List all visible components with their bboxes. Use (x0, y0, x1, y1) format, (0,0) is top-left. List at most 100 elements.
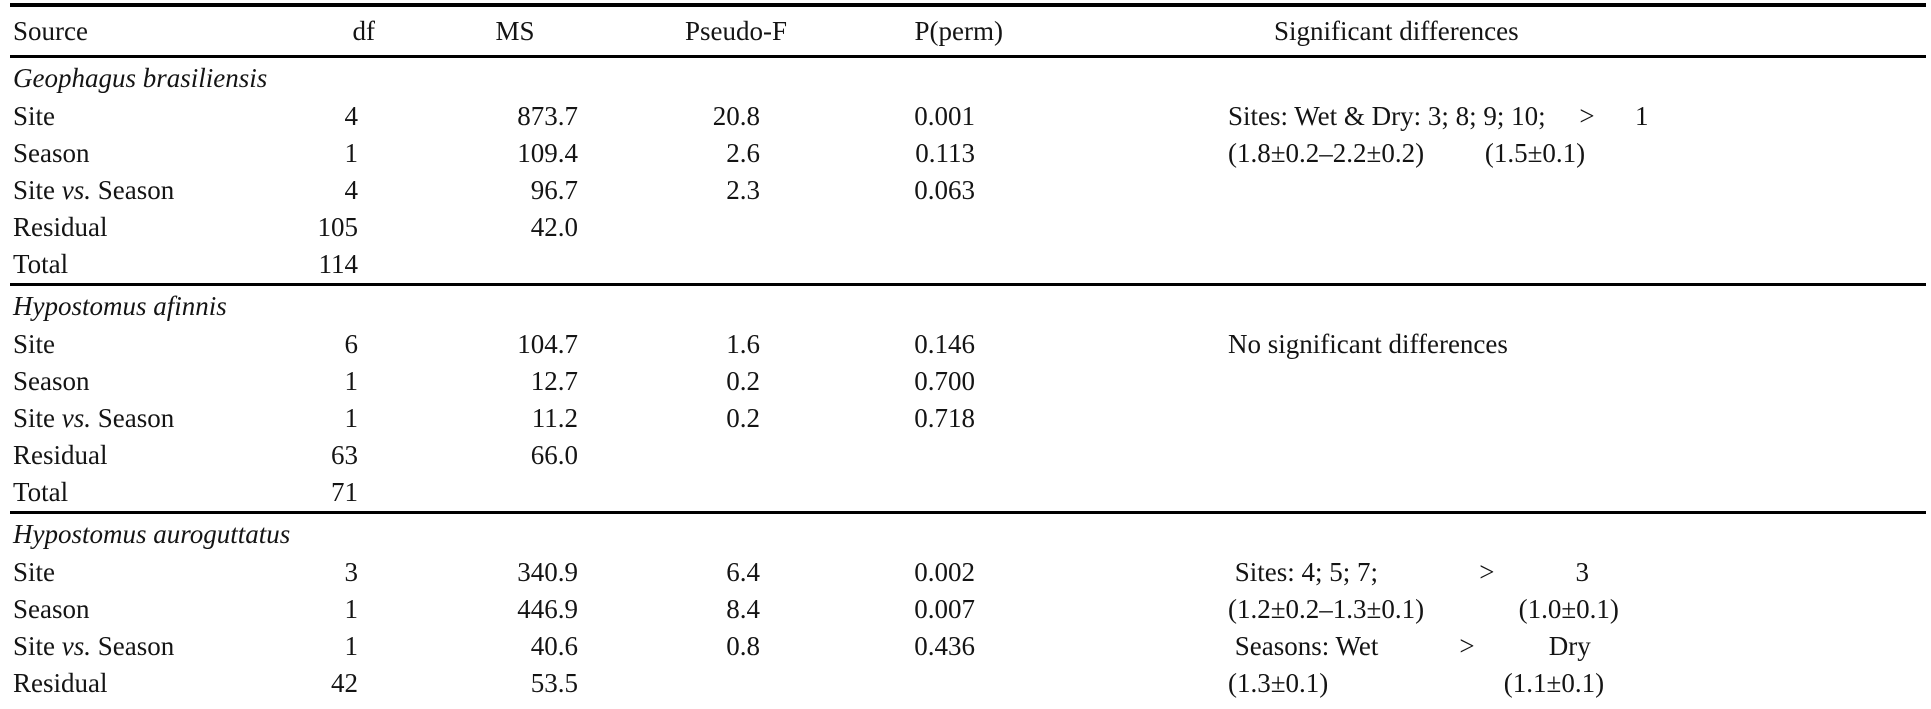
cell-ms: 873.7 (517, 101, 578, 131)
cell-significant-differences: Sites: 4; 5; 7; > 3 (1228, 557, 1589, 587)
cell-significant-differences: Seasons: Wet > Dry (1228, 631, 1591, 661)
column-header-ms: MS (420, 5, 610, 58)
cell-p-perm (800, 474, 1020, 513)
cell-significant-differences (1020, 702, 1926, 709)
cell-ms: 104.7 (517, 329, 578, 359)
cell-p-perm: 0.113 (915, 138, 975, 168)
cell-pseudo-f: 0.2 (726, 366, 760, 396)
cell-df: 4 (344, 175, 359, 205)
cell-source: Site (13, 329, 56, 359)
cell-df: 63 (331, 440, 358, 470)
cell-p-perm (800, 665, 1020, 702)
cell-source: Residual (13, 440, 108, 470)
cell-source: Residual (13, 668, 108, 698)
cell-pseudo-f (610, 246, 800, 285)
cell-source: Site vs. Season (13, 403, 175, 433)
table-row: Site 4 873.7 20.8 0.001 Sites: Wet & Dry… (10, 98, 1926, 135)
header-row: Source df MS Pseudo-F P(perm) Significan… (10, 5, 1926, 58)
cell-source: Total (13, 477, 69, 507)
species-name-row: Hypostomus afinnis (10, 285, 1926, 327)
cell-df: 3 (344, 557, 359, 587)
table-row: Site vs. Season 1 11.2 0.2 0.718 (10, 400, 1926, 437)
cell-p-perm (800, 246, 1020, 285)
cell-p-perm: 0.002 (914, 557, 975, 587)
cell-source: Season (13, 594, 90, 624)
cell-df: 1 (344, 631, 359, 661)
cell-source: Site (13, 101, 56, 131)
column-header-significant-differences: Significant differences (1020, 5, 1926, 58)
table-row: Residual 105 42.0 (10, 209, 1926, 246)
table-row: Site vs. Season 4 96.7 2.3 0.063 (10, 172, 1926, 209)
table-row: Total 71 (10, 474, 1926, 513)
table-row: Season 1 12.7 0.2 0.700 (10, 363, 1926, 400)
cell-p-perm (800, 702, 1020, 709)
table-row: Site 6 104.7 1.6 0.146 No significant di… (10, 326, 1926, 363)
species-block-hypostomus-auroguttatus: Hypostomus auroguttatus Site 3 340.9 6.4… (10, 512, 1926, 709)
cell-source: Residual (13, 212, 108, 242)
cell-df: 71 (331, 477, 358, 507)
cell-df: 1 (344, 366, 359, 396)
column-header-source: Source (10, 5, 250, 58)
cell-pseudo-f: 6.4 (726, 557, 760, 587)
species-name: Hypostomus afinnis (13, 290, 227, 321)
species-name: Geophagus brasiliensis (13, 62, 268, 93)
cell-pseudo-f: 2.3 (726, 175, 760, 205)
cell-df: 47 (250, 702, 420, 709)
cell-source: Site vs. Season (13, 631, 175, 661)
table-row: Season 1 109.4 2.6 0.113 (1.8±0.2–2.2±0.… (10, 135, 1926, 172)
cell-significant-differences (1020, 474, 1926, 513)
cell-df: 114 (318, 249, 359, 279)
cell-ms: 109.4 (517, 138, 578, 168)
species-name: Hypostomus auroguttatus (13, 518, 291, 549)
cell-pseudo-f: 0.2 (726, 403, 760, 433)
cell-df: 105 (317, 212, 359, 242)
cell-pseudo-f: 8.4 (726, 594, 760, 624)
table-header: Source df MS Pseudo-F P(perm) Significan… (10, 5, 1926, 58)
cell-ms: 42.0 (530, 212, 578, 242)
cell-p-perm: 0.007 (914, 594, 975, 624)
species-block-geophagus-brasiliensis: Geophagus brasiliensis Site 4 873.7 20.8… (10, 57, 1926, 285)
table-row: Site vs. Season 1 40.6 0.8 0.436 Seasons… (10, 628, 1926, 665)
cell-significant-differences (1020, 400, 1926, 437)
cell-p-perm (800, 209, 1020, 246)
cell-ms: 53.5 (530, 668, 578, 698)
cell-ms: 96.7 (530, 175, 578, 205)
cell-p-perm: 0.718 (914, 403, 975, 433)
permanova-table: Source df MS Pseudo-F P(perm) Significan… (10, 3, 1926, 709)
cell-ms: 66.0 (530, 440, 578, 470)
cell-significant-differences (1020, 246, 1926, 285)
column-header-df: df (250, 5, 420, 58)
table-row: Residual 63 66.0 (10, 437, 1926, 474)
cell-source: Site vs. Season (13, 175, 175, 205)
cell-p-perm (800, 437, 1020, 474)
cell-df: 1 (344, 403, 359, 433)
cell-source: Total (13, 249, 69, 279)
cell-source: Season (13, 366, 90, 396)
cell-significant-differences (1020, 172, 1926, 209)
cell-df: 4 (344, 101, 359, 131)
cell-ms: 12.7 (530, 366, 578, 396)
cell-df: 1 (344, 138, 359, 168)
table-row: Season 1 446.9 8.4 0.007 (1.2±0.2–1.3±0.… (10, 591, 1926, 628)
cell-p-perm: 0.436 (914, 631, 975, 661)
species-name-row: Hypostomus auroguttatus (10, 513, 1926, 555)
cell-p-perm: 0.063 (914, 175, 975, 205)
table-row: Site 3 340.9 6.4 0.002 Sites: 4; 5; 7; >… (10, 554, 1926, 591)
cell-source: Season (13, 138, 90, 168)
cell-ms: 340.9 (517, 557, 578, 587)
column-header-p-perm: P(perm) (800, 5, 1020, 58)
cell-ms: 11.2 (531, 403, 578, 433)
cell-ms (420, 702, 610, 709)
cell-pseudo-f (610, 665, 800, 702)
cell-pseudo-f (610, 474, 800, 513)
cell-pseudo-f (610, 702, 800, 709)
species-block-hypostomus-afinnis: Hypostomus afinnis Site 6 104.7 1.6 0.14… (10, 284, 1926, 513)
cell-pseudo-f (610, 437, 800, 474)
cell-p-perm: 0.146 (914, 329, 975, 359)
cell-pseudo-f: 2.6 (726, 138, 760, 168)
cell-significant-differences: (1.3±0.1) (1.1±0.1) (1228, 668, 1605, 698)
cell-significant-differences (1020, 209, 1926, 246)
cell-significant-differences (1020, 363, 1926, 400)
cell-ms: 40.6 (530, 631, 578, 661)
